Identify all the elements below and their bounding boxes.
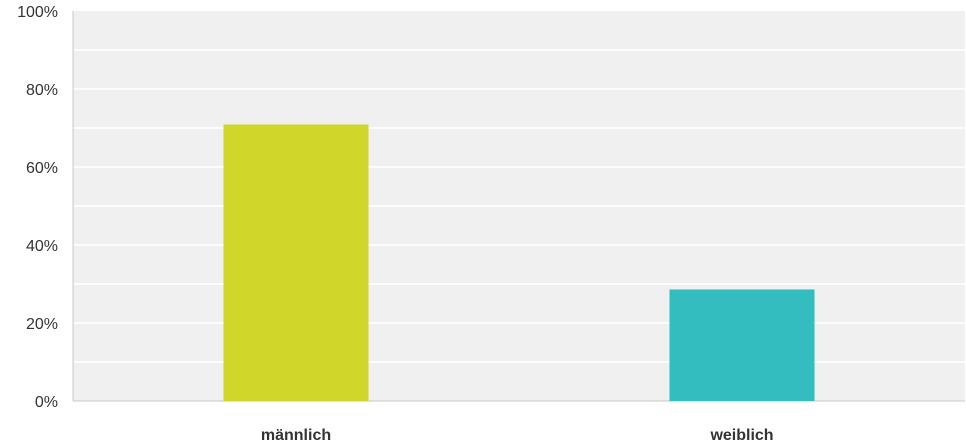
- bar-männlich: [223, 124, 369, 402]
- y-tick-label: 20%: [26, 316, 58, 333]
- y-tick-label: 80%: [26, 82, 58, 99]
- gridlines: [73, 49, 965, 363]
- x-axis-category-labels: männlich weiblich: [261, 427, 774, 444]
- axes: [72, 11, 965, 402]
- x-category-label: männlich: [261, 427, 331, 444]
- x-category-label: weiblich: [709, 427, 773, 444]
- y-axis-tick-labels: 0% 20% 40% 60% 80% 100%: [17, 4, 58, 411]
- y-tick-label: 60%: [26, 160, 58, 177]
- y-tick-label: 40%: [26, 238, 58, 255]
- bars: [223, 124, 815, 402]
- y-tick-label: 100%: [17, 4, 58, 21]
- bar-weiblich: [669, 289, 815, 401]
- y-tick-label: 0%: [35, 394, 58, 411]
